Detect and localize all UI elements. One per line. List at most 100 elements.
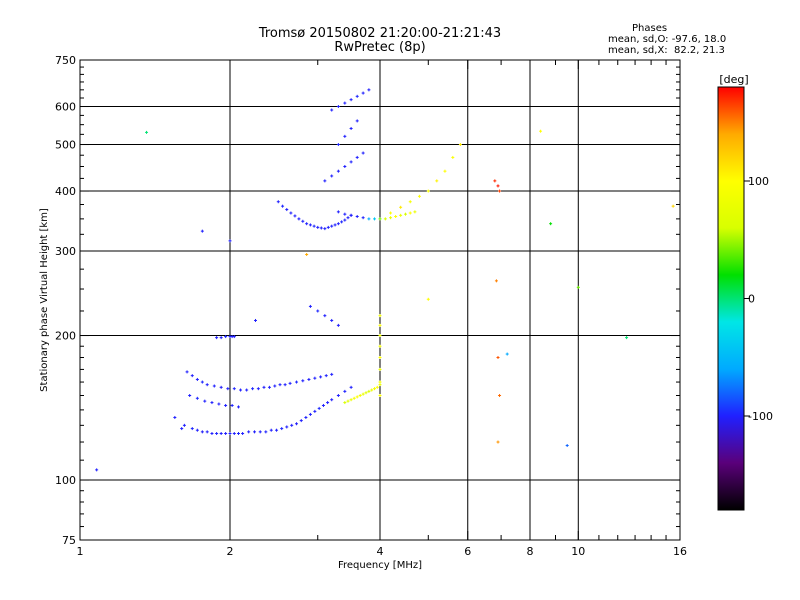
data-point (308, 223, 312, 227)
data-point (215, 336, 219, 340)
data-point (319, 375, 323, 379)
stats-heading: Phases (632, 23, 668, 34)
data-point (361, 91, 365, 95)
data-point (496, 184, 500, 188)
colorbar-tick-label: 0 (748, 293, 755, 306)
data-point (352, 396, 356, 400)
data-point (256, 387, 260, 391)
data-point (267, 385, 271, 389)
data-point (364, 391, 368, 395)
data-point (361, 216, 365, 220)
data-point (343, 134, 347, 138)
data-point (224, 335, 228, 339)
data-point (185, 370, 189, 374)
data-point (408, 211, 412, 215)
data-point (333, 223, 337, 227)
colorbar-tick-label: 100 (748, 175, 769, 188)
data-point (316, 309, 320, 313)
data-point (343, 218, 347, 222)
data-point (251, 387, 255, 391)
data-point (336, 222, 340, 226)
data-point (145, 130, 149, 134)
chart-subtitle: RwPretec (8p) (334, 40, 426, 55)
data-point (367, 389, 371, 393)
data-point (549, 222, 553, 226)
data-point (228, 432, 232, 436)
chart-title: Tromsø 20150802 21:20:00-21:21:43 (258, 26, 502, 41)
data-point (443, 169, 447, 173)
data-point (349, 213, 353, 217)
data-point (330, 318, 334, 322)
data-point (295, 422, 299, 426)
data-point (330, 174, 334, 178)
data-point (349, 160, 353, 164)
data-point (330, 224, 334, 228)
data-point (435, 179, 439, 183)
data-point (389, 211, 393, 215)
data-point (340, 220, 344, 224)
data-point (188, 394, 192, 398)
data-point (394, 215, 398, 219)
data-point (195, 396, 199, 400)
data-point (625, 336, 629, 340)
colorbar (717, 86, 745, 511)
y-tick-label: 750 (55, 54, 76, 67)
data-point (236, 405, 240, 409)
data-point (346, 399, 350, 403)
data-point (278, 383, 282, 387)
data-point (205, 383, 209, 387)
data-point (375, 385, 379, 389)
data-point (321, 403, 325, 407)
data-point (367, 88, 371, 92)
data-point (355, 94, 359, 98)
data-point (215, 432, 219, 436)
data-point (343, 401, 347, 405)
data-point (496, 440, 500, 444)
y-axis-label: Stationary phase Virtual Height [km] (39, 208, 50, 392)
data-point (276, 200, 280, 204)
data-point (326, 401, 330, 405)
data-point (378, 334, 382, 338)
data-point (378, 355, 382, 359)
data-point (264, 430, 268, 434)
data-point (180, 427, 184, 431)
data-point (301, 379, 305, 383)
data-point (378, 383, 382, 387)
data-point (494, 279, 498, 283)
data-point (285, 208, 289, 212)
data-point (426, 297, 430, 301)
data-point (313, 409, 317, 413)
data-point (241, 432, 245, 436)
data-point (232, 335, 236, 339)
data-point (370, 388, 374, 392)
data-point (336, 210, 340, 214)
data-point (378, 344, 382, 348)
data-point (349, 398, 353, 402)
data-point (373, 217, 377, 221)
x-tick-label: 8 (527, 545, 534, 558)
data-point (403, 212, 407, 216)
x-tick-label: 6 (464, 545, 471, 558)
y-tick-label: 300 (55, 245, 76, 258)
data-point (182, 423, 186, 427)
data-point (505, 352, 509, 356)
data-point (195, 428, 199, 432)
data-point (326, 225, 330, 229)
data-point (316, 225, 320, 229)
y-tick-label: 75 (62, 534, 76, 547)
data-point (312, 224, 316, 228)
data-point (210, 432, 214, 436)
data-point (355, 395, 359, 399)
data-point (217, 402, 221, 406)
data-point (236, 432, 240, 436)
data-point (295, 380, 299, 384)
data-point (330, 372, 334, 376)
x-tick-label: 2 (227, 545, 234, 558)
data-point (343, 164, 347, 168)
data-point (232, 432, 236, 436)
grid-lines (80, 60, 680, 540)
data-point (355, 215, 359, 219)
data-point (426, 189, 430, 193)
data-point (576, 285, 580, 289)
data-point (305, 222, 309, 226)
